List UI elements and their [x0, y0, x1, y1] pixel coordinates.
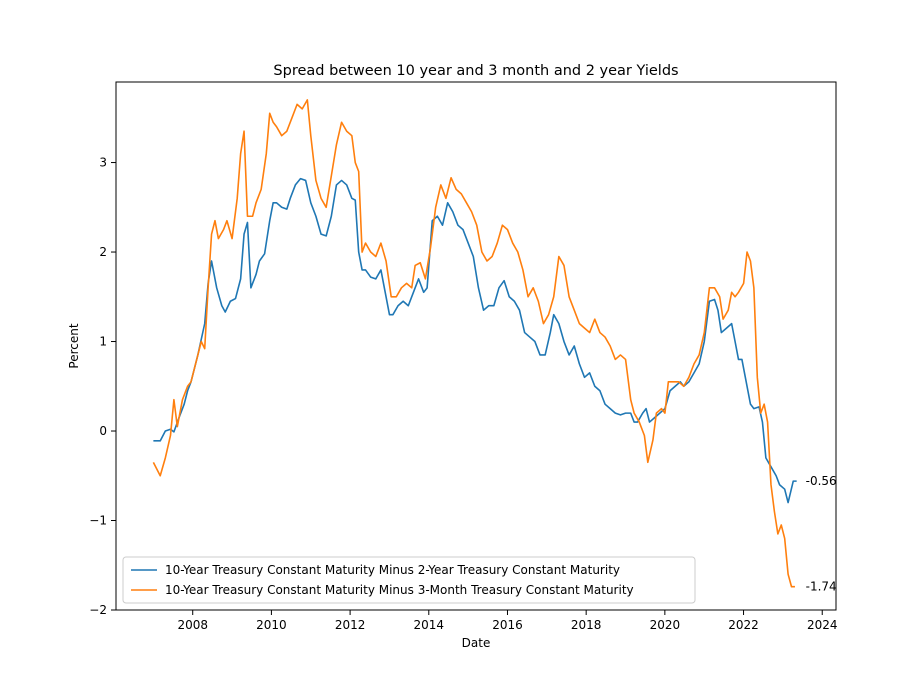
series-line-2: [152, 99, 795, 588]
y-tick-label: 3: [99, 156, 107, 170]
y-axis-label: Percent: [67, 323, 81, 368]
x-tick-label: 2018: [571, 618, 602, 632]
annotation-layer: -0.56 -1.74: [806, 474, 837, 594]
chart-title: Spread between 10 year and 3 month and 2…: [273, 63, 678, 79]
plot-frame: [115, 81, 837, 611]
last-value-label-1: -0.56: [806, 474, 837, 488]
y-tick-label: −2: [89, 603, 107, 617]
y-tick-label: −1: [89, 514, 107, 528]
legend-label-1: 10-Year Treasury Constant Maturity Minus…: [165, 563, 620, 577]
x-tick-label: 2012: [335, 618, 366, 632]
x-axis-label: Date: [462, 636, 491, 650]
y-axis: −2 −1 0 1 2 3: [89, 156, 116, 617]
last-value-label-2: -1.74: [806, 580, 837, 594]
y-tick-label: 0: [99, 424, 107, 438]
legend-label-2: 10-Year Treasury Constant Maturity Minus…: [165, 583, 634, 597]
x-axis: 2008 2010 2012 2014 2016 2018 2020 2022 2024: [177, 610, 838, 632]
x-tick-label: 2010: [256, 618, 287, 632]
y-tick-label: 1: [99, 335, 107, 349]
legend-box: [122, 556, 696, 604]
x-tick-label: 2022: [728, 618, 759, 632]
x-tick-label: 2020: [650, 618, 681, 632]
y-tick-label: 2: [99, 245, 107, 259]
x-tick-label: 2008: [177, 618, 208, 632]
x-tick-label: 2024: [807, 618, 838, 632]
x-tick-label: 2016: [492, 618, 523, 632]
series-layer: [152, 99, 797, 588]
legend: 10-Year Treasury Constant Maturity Minus…: [122, 556, 696, 604]
series-line-1: [153, 177, 797, 504]
x-tick-label: 2014: [414, 618, 445, 632]
